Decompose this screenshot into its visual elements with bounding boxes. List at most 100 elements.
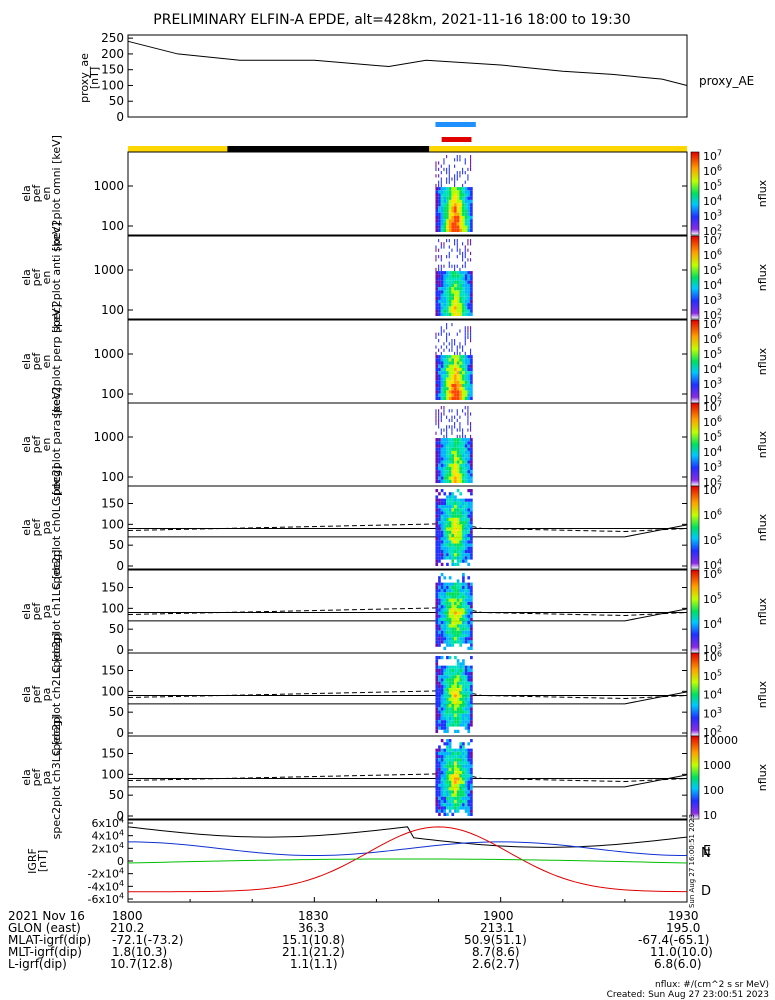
spec-cell bbox=[440, 537, 444, 541]
spec-cell bbox=[448, 621, 452, 625]
spec-cell bbox=[435, 387, 439, 391]
spec-cell bbox=[435, 358, 439, 362]
spec-cell bbox=[435, 495, 439, 499]
spec-cell bbox=[464, 668, 468, 673]
spec-cell bbox=[467, 219, 471, 223]
spec-cell bbox=[438, 601, 441, 606]
spec-cell bbox=[451, 748, 455, 752]
spec-cell bbox=[451, 277, 455, 281]
spec-cell bbox=[459, 248, 461, 252]
spec-cell bbox=[467, 438, 471, 442]
spec-cell bbox=[464, 383, 468, 388]
spec-cell bbox=[459, 473, 463, 477]
spec-cell bbox=[470, 691, 473, 695]
spec-cell bbox=[467, 764, 471, 768]
spec-cell bbox=[462, 293, 465, 297]
spec-cell bbox=[464, 716, 468, 721]
spec-cell bbox=[443, 412, 445, 416]
spec-cell bbox=[462, 630, 465, 634]
spec-cell bbox=[464, 559, 468, 563]
spec-cell bbox=[467, 700, 471, 705]
spec-cell bbox=[456, 177, 458, 181]
ytick-label: 150 bbox=[101, 581, 124, 595]
ae-ytick-label: 150 bbox=[101, 63, 124, 77]
footer-col-1-mlat: 15.1(10.8) bbox=[282, 933, 345, 947]
spec-cell bbox=[451, 222, 455, 226]
spec-cell bbox=[459, 608, 463, 612]
spec-cell bbox=[435, 431, 437, 435]
spec-cell bbox=[454, 771, 457, 775]
spec-cell bbox=[440, 299, 444, 304]
spec-cell bbox=[470, 806, 473, 810]
spec-cell bbox=[462, 601, 465, 606]
spec-cell bbox=[459, 553, 463, 557]
colorbar-tick-label: 107 bbox=[703, 233, 722, 247]
spec-cell bbox=[459, 521, 463, 525]
spec-cell bbox=[438, 812, 441, 816]
spec-cell bbox=[464, 533, 468, 538]
spec-cell bbox=[459, 710, 463, 714]
spec-cell bbox=[438, 374, 441, 378]
spec-cell bbox=[462, 190, 465, 194]
spec-cell bbox=[467, 212, 471, 216]
spec-cell bbox=[456, 562, 460, 566]
spec-cell bbox=[438, 598, 441, 602]
spec-cell bbox=[443, 517, 447, 522]
spec-cell bbox=[454, 296, 457, 300]
spec-cell bbox=[448, 783, 452, 788]
spec-cell bbox=[435, 393, 439, 397]
colorbar-tick-label: 103 bbox=[703, 293, 722, 307]
spec-cell bbox=[459, 476, 463, 480]
spec-cell bbox=[448, 396, 452, 400]
spec-cell bbox=[440, 164, 442, 168]
spec-cell bbox=[451, 713, 455, 717]
spec-cell bbox=[435, 678, 439, 682]
spec-cell bbox=[446, 527, 449, 531]
spec-cell bbox=[456, 383, 460, 388]
spec-cell bbox=[462, 371, 465, 375]
spec-cell bbox=[454, 508, 457, 512]
spec-cell bbox=[470, 521, 473, 525]
spec-cell bbox=[435, 479, 439, 483]
spec-cell bbox=[435, 476, 439, 480]
ytick-label: 0 bbox=[116, 809, 124, 823]
spec-cell bbox=[470, 592, 473, 596]
spec-cell bbox=[470, 739, 473, 743]
spec-cell bbox=[454, 383, 457, 388]
spec-cell bbox=[459, 662, 463, 666]
spec-cell bbox=[454, 524, 457, 528]
spec-cell bbox=[467, 546, 471, 550]
colorbar-label: nflux bbox=[756, 513, 769, 541]
spec-cell bbox=[435, 704, 439, 708]
spec-cell bbox=[470, 751, 473, 756]
spec-cell bbox=[456, 255, 458, 259]
spec-cell bbox=[440, 296, 444, 300]
spec-cell bbox=[456, 219, 460, 223]
spec-cell bbox=[464, 505, 468, 509]
spec-cell bbox=[467, 761, 471, 765]
spec-cell bbox=[464, 290, 468, 294]
spec-cell bbox=[470, 665, 473, 669]
spec-cell bbox=[448, 495, 452, 499]
spec-cell bbox=[470, 293, 473, 297]
spec-cell bbox=[448, 761, 452, 765]
spec-cell bbox=[438, 293, 441, 297]
spec-cell bbox=[454, 780, 457, 784]
spec-cell bbox=[462, 183, 464, 188]
spec-cell bbox=[446, 383, 449, 388]
spec-cell bbox=[438, 585, 441, 590]
spec-cell bbox=[470, 271, 473, 275]
spec-cell bbox=[438, 312, 441, 316]
spec-cell bbox=[448, 668, 452, 673]
spec-cell bbox=[464, 342, 466, 346]
spec-cell bbox=[462, 225, 465, 229]
footer-col-3-glon: 195.0 bbox=[666, 921, 701, 935]
spec-cell bbox=[446, 511, 449, 515]
igrf-series-e bbox=[127, 841, 688, 857]
spec-cell bbox=[451, 312, 455, 316]
spec-cell bbox=[459, 546, 463, 550]
spec-cell bbox=[456, 203, 460, 207]
spec-cell bbox=[459, 790, 463, 794]
spec-cell bbox=[470, 790, 473, 794]
spec-cell bbox=[464, 180, 466, 184]
